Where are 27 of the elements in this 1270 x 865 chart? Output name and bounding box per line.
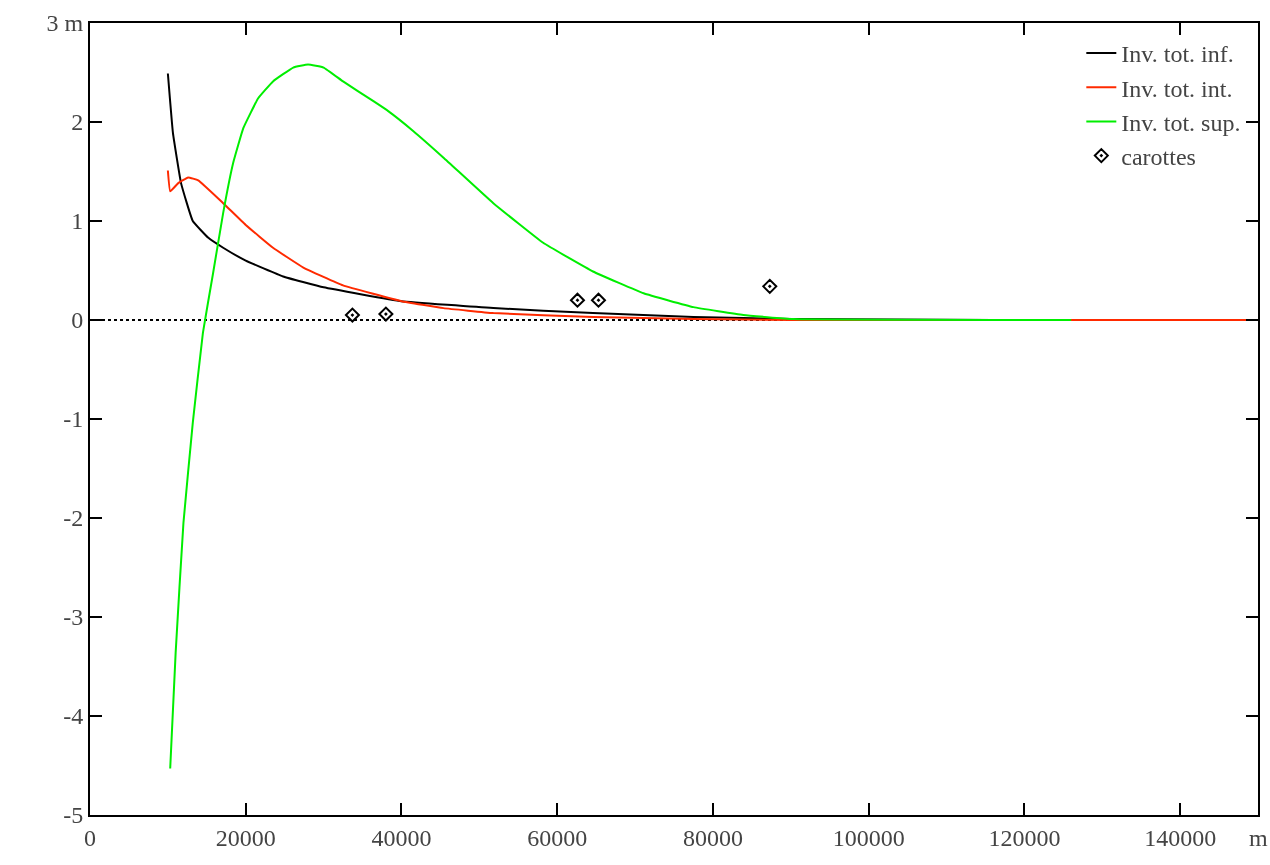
x-tick-label: 60000	[527, 824, 588, 851]
x-tick-label: 80000	[682, 824, 743, 851]
point	[762, 278, 778, 294]
x-tick-label: m	[1249, 825, 1268, 851]
y-tick-label: -5	[63, 802, 84, 829]
point	[590, 292, 606, 308]
y-tick-label: -4	[63, 703, 84, 730]
legend-label: Inv. tot. int.	[1121, 75, 1233, 102]
x-tick-label: 120000	[988, 824, 1061, 851]
x-tick-label: 40000	[371, 824, 432, 851]
legend-label: carottes	[1121, 143, 1196, 170]
y-tick-label: 3 m	[46, 10, 84, 37]
point	[378, 306, 394, 322]
y-tick-label: -3	[63, 604, 84, 631]
legend-label: Inv. tot. sup.	[1121, 109, 1241, 136]
y-tick-label: 2	[71, 109, 84, 136]
x-tick-label: 20000	[215, 824, 276, 851]
line-series	[169, 63, 1073, 770]
y-tick-label: -1	[63, 406, 84, 433]
y-tick-label: 0	[71, 307, 84, 334]
point	[569, 292, 585, 308]
legend-label: Inv. tot. inf.	[1121, 41, 1234, 68]
y-tick-label: -2	[63, 505, 84, 532]
y-tick-label: 1	[71, 208, 84, 235]
point	[344, 307, 360, 323]
x-tick-label: 140000	[1144, 824, 1217, 851]
x-tick-label: 100000	[832, 824, 905, 851]
